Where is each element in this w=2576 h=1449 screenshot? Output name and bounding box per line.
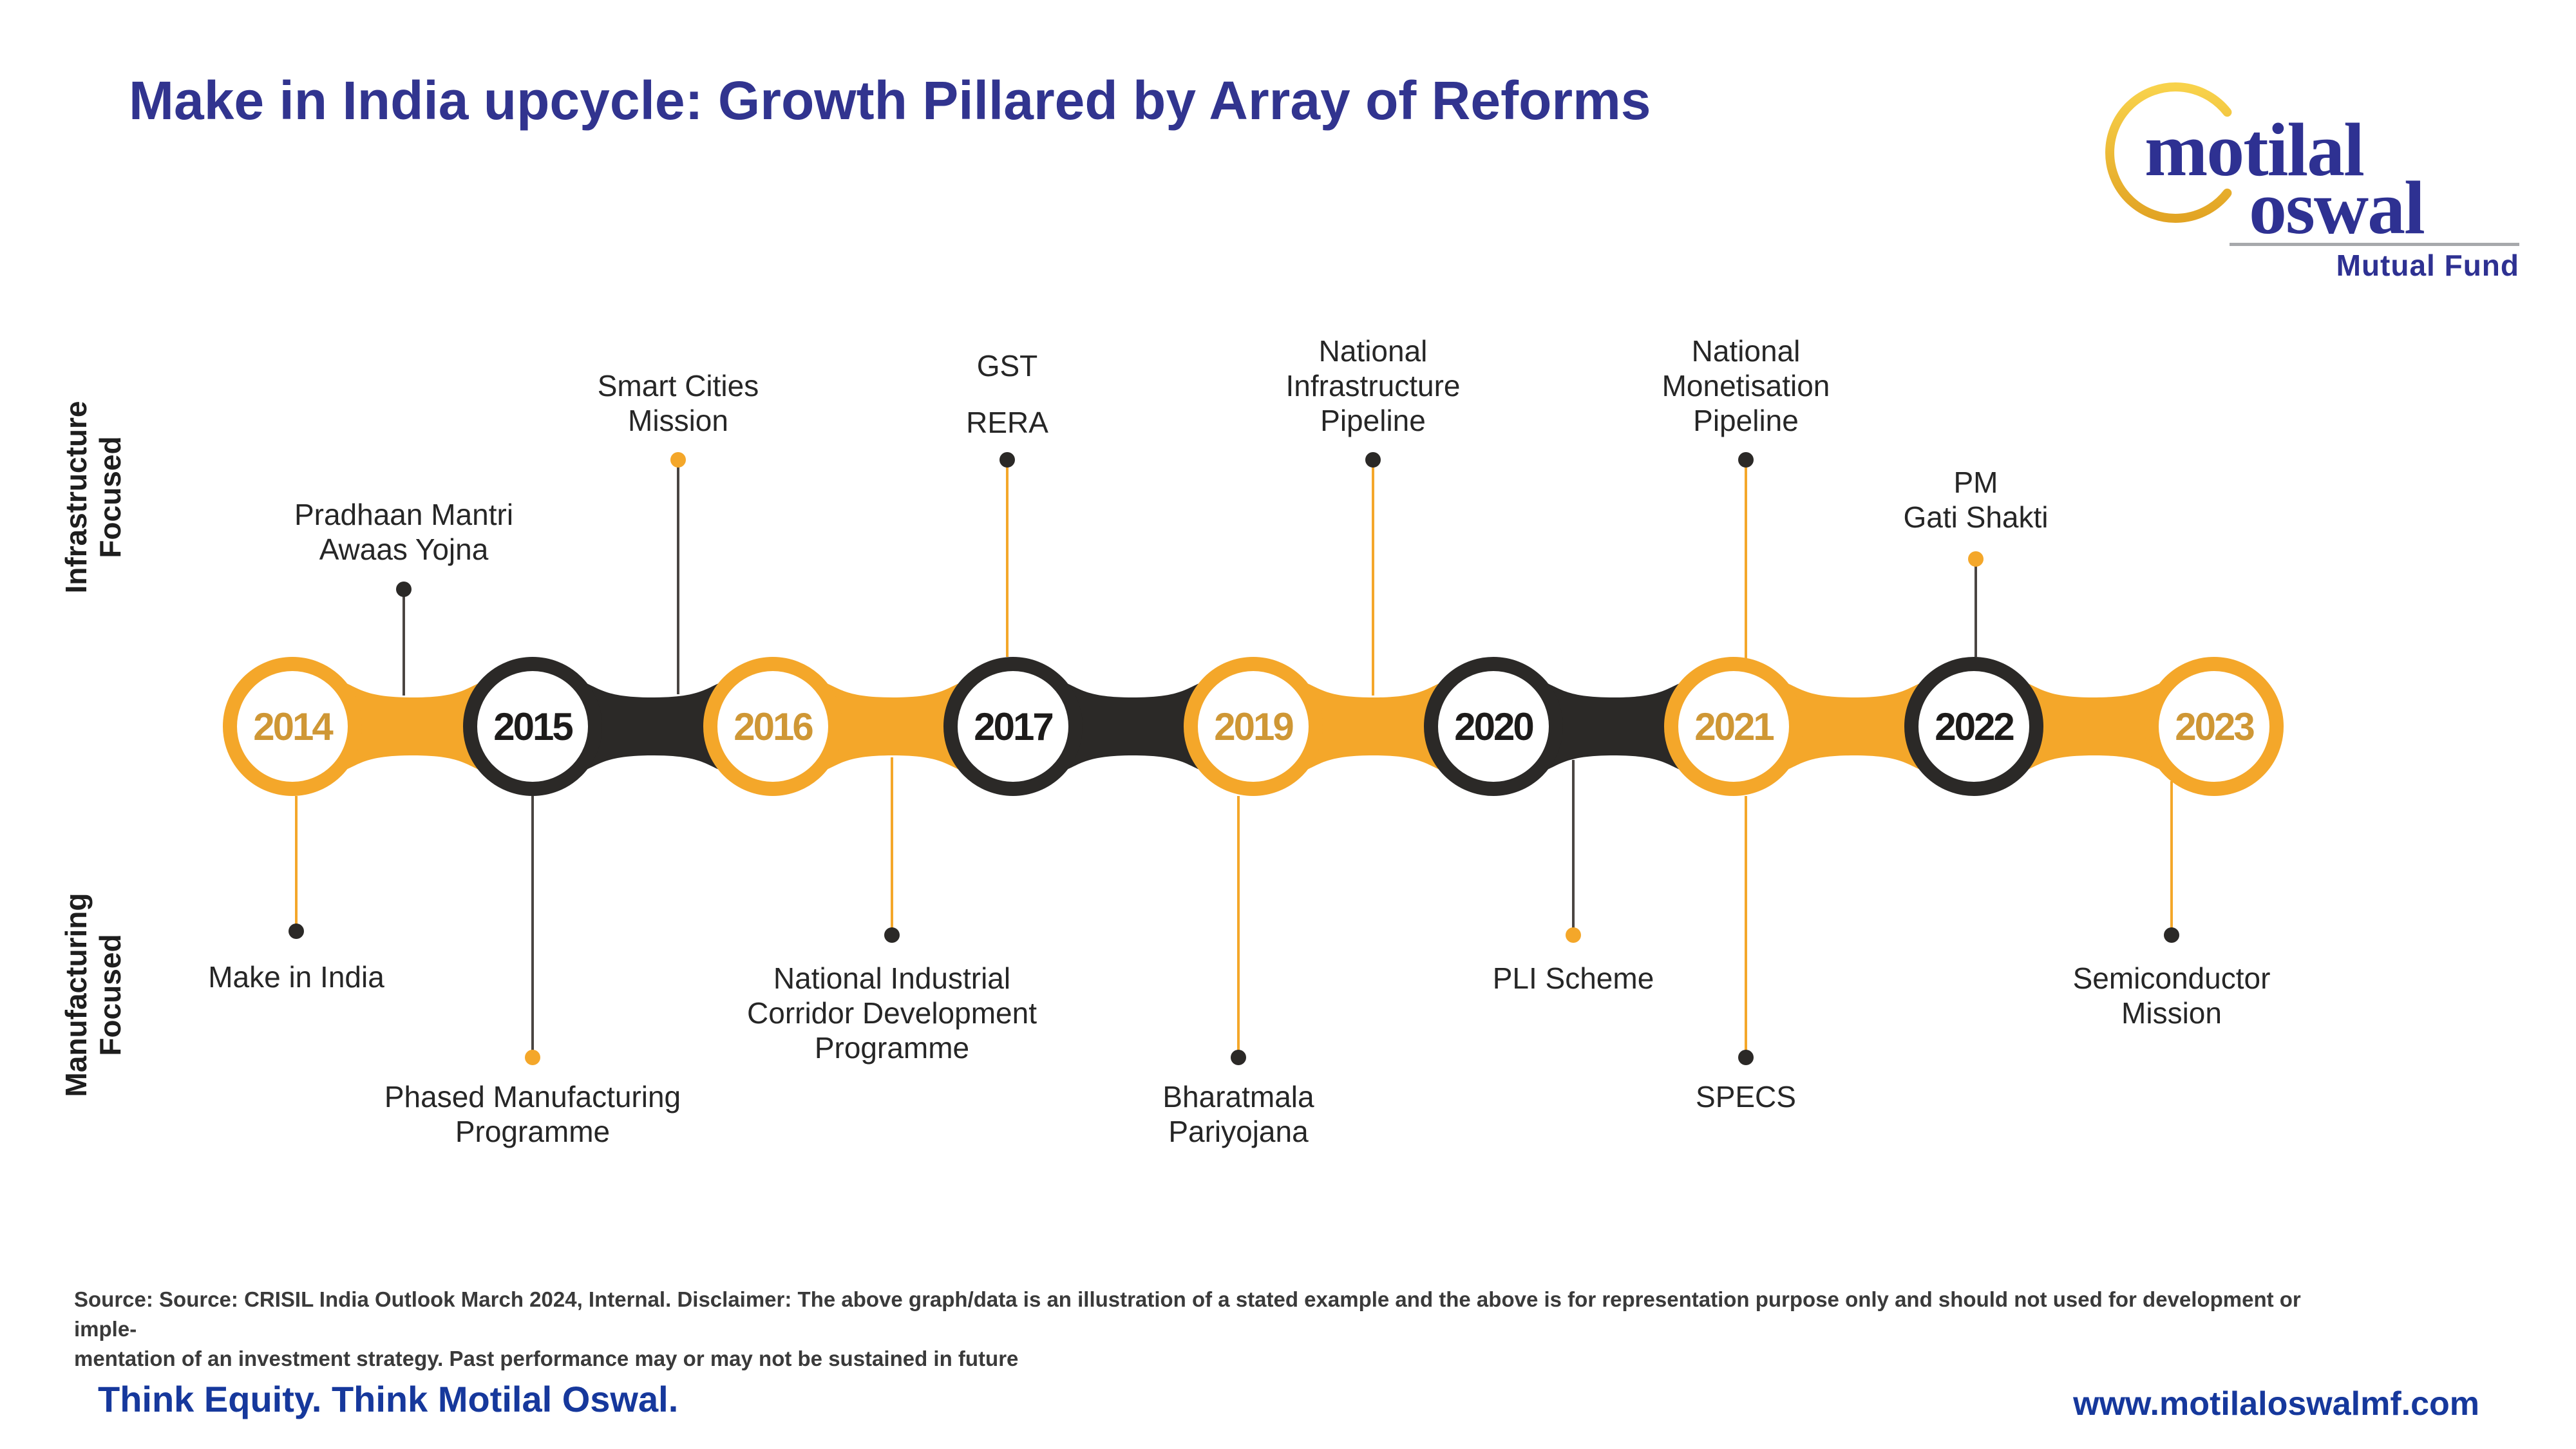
year-label-2014: 2014 — [253, 705, 334, 748]
event-dot-specs — [1738, 1050, 1754, 1065]
year-label-2015: 2015 — [493, 705, 573, 748]
event-dot-pli-scheme — [1566, 927, 1581, 943]
logo-word1: motilal — [2145, 108, 2363, 192]
logo-word2: oswal — [2249, 166, 2424, 250]
year-node-2016: 2016 — [703, 657, 842, 796]
year-label-2020: 2020 — [1454, 705, 1533, 748]
footer-tagline: Think Equity. Think Motilal Oswal. — [98, 1379, 679, 1419]
year-node-2014: 2014 — [223, 657, 362, 796]
event-dot-gst — [999, 452, 1015, 468]
event-dot-make-in-india — [289, 923, 304, 939]
footer-url: www.motilaloswalmf.com — [2073, 1385, 2479, 1423]
year-label-2016: 2016 — [734, 705, 813, 748]
year-label-2023: 2023 — [2175, 705, 2254, 748]
event-dot-smart-cities — [670, 452, 686, 468]
event-dot-pm — [1968, 551, 1984, 567]
year-label-2021: 2021 — [1694, 705, 1774, 748]
page-title: Make in India upcycle: Growth Pillared b… — [129, 70, 1651, 131]
event-dot-national — [1738, 452, 1754, 468]
logo-subtitle: Mutual Fund — [2336, 249, 2519, 282]
event-dot-phased-manufacturing — [525, 1050, 540, 1065]
source-disclaimer: Source: Source: CRISIL India Outlook Mar… — [74, 1287, 2301, 1370]
event-dot-pradhaan-mantri — [396, 582, 412, 597]
year-label-2019: 2019 — [1214, 705, 1293, 748]
year-node-2022: 2022 — [1904, 657, 2043, 796]
year-node-2019: 2019 — [1184, 657, 1323, 796]
logo-divider — [2230, 243, 2519, 246]
event-dot-semiconductor — [2164, 927, 2179, 943]
logo-ring-icon — [2105, 82, 2232, 223]
event-dot-bharatmala — [1231, 1050, 1246, 1065]
event-dot-national — [1365, 452, 1381, 468]
year-label-2017: 2017 — [974, 705, 1052, 748]
year-node-2015: 2015 — [463, 657, 602, 796]
year-node-2017: 2017 — [943, 657, 1083, 796]
year-node-2023: 2023 — [2145, 657, 2284, 796]
year-label-2022: 2022 — [1935, 705, 2013, 748]
year-node-2020: 2020 — [1424, 657, 1563, 796]
year-node-2021: 2021 — [1664, 657, 1803, 796]
event-dot-national-industrial — [884, 927, 900, 943]
